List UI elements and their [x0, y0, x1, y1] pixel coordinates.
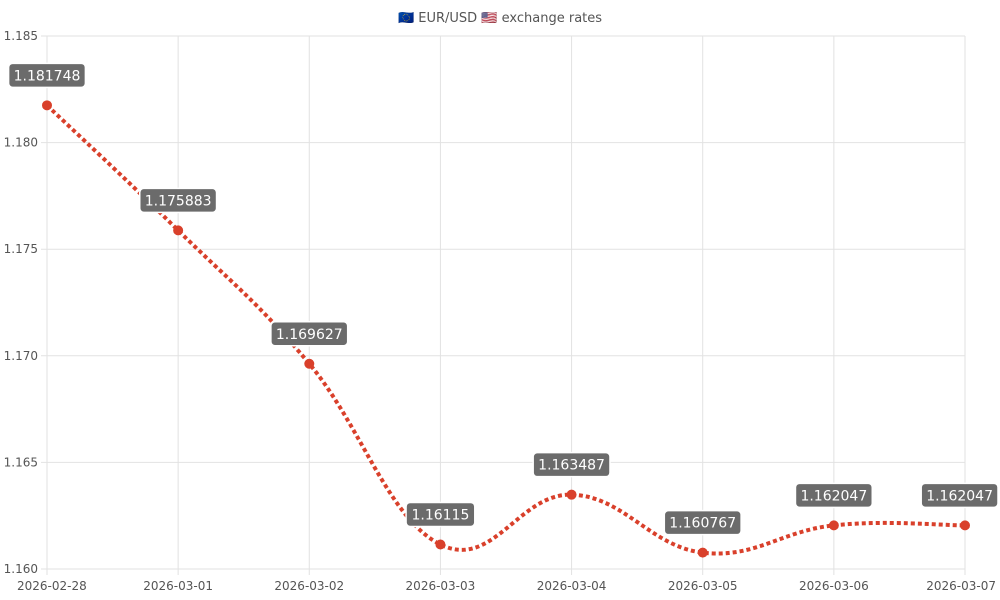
data-label: 1.169627	[270, 321, 349, 347]
x-axis: 2026-02-28 2026-03-01 2026-03-02 2026-03-03…	[17, 579, 996, 593]
x-tick-label: 2026-03-06	[799, 579, 869, 593]
data-label-box	[663, 509, 742, 536]
series-line	[45, 103, 966, 556]
data-point[interactable]	[697, 547, 708, 558]
y-axis: 1.160 1.165 1.170 1.175 1.180 1.185	[4, 29, 38, 576]
x-tick-label: 2026-03-01	[143, 579, 213, 593]
y-tick-label: 1.165	[4, 455, 38, 469]
data-label-text: 1.175883	[145, 193, 212, 209]
data-label: 1.181748	[7, 62, 87, 89]
y-tick-label: 1.185	[4, 29, 38, 43]
data-point[interactable]	[566, 489, 577, 500]
x-tick-label: 2026-02-28	[17, 579, 87, 593]
data-label-box	[270, 321, 349, 347]
x-tick-label: 2026-03-04	[537, 579, 607, 593]
x-tick-label: 2026-03-07	[926, 579, 996, 593]
data-point[interactable]	[173, 225, 184, 236]
chart-title: 🇪🇺 EUR/USD 🇺🇸 exchange rates	[398, 11, 602, 26]
data-label: 1.16115	[405, 501, 476, 528]
x-tick-label: 2026-03-02	[274, 579, 344, 593]
data-label-box	[532, 451, 611, 478]
series	[42, 100, 970, 558]
data-label-text: 1.162047	[800, 488, 867, 504]
y-tick-label: 1.170	[4, 349, 38, 363]
data-label-text: 1.160767	[669, 516, 736, 532]
data-label-text: 1.162047	[926, 488, 993, 504]
y-tick-label: 1.160	[4, 562, 38, 576]
data-label-text: 1.163487	[538, 458, 605, 474]
data-label-box	[920, 482, 999, 509]
data-label-box	[138, 187, 218, 214]
data-label: 1.163487	[532, 451, 611, 478]
data-label-text: 1.169627	[276, 327, 343, 343]
data-label-box	[405, 501, 476, 528]
y-tick-label: 1.180	[4, 136, 38, 150]
data-label-box	[794, 482, 874, 509]
data-label: 1.160767	[663, 509, 742, 536]
data-label-text: 1.16115	[411, 507, 469, 523]
data-point[interactable]	[960, 520, 970, 531]
data-labels: 1.181748 1.175883 1.169627 1.16115 1.163487 1…	[7, 62, 999, 536]
data-point[interactable]	[435, 539, 446, 550]
data-point[interactable]	[304, 358, 315, 369]
x-tick-label: 2026-03-03	[406, 579, 476, 593]
data-label: 1.162047	[920, 482, 999, 509]
x-tick-label: 2026-03-05	[668, 579, 738, 593]
data-point[interactable]	[828, 520, 839, 531]
data-label-box	[7, 62, 87, 89]
data-point[interactable]	[42, 100, 52, 111]
data-label-text: 1.181748	[14, 68, 81, 84]
data-label: 1.162047	[794, 482, 874, 509]
data-label: 1.175883	[138, 187, 218, 214]
y-tick-label: 1.175	[4, 242, 38, 256]
